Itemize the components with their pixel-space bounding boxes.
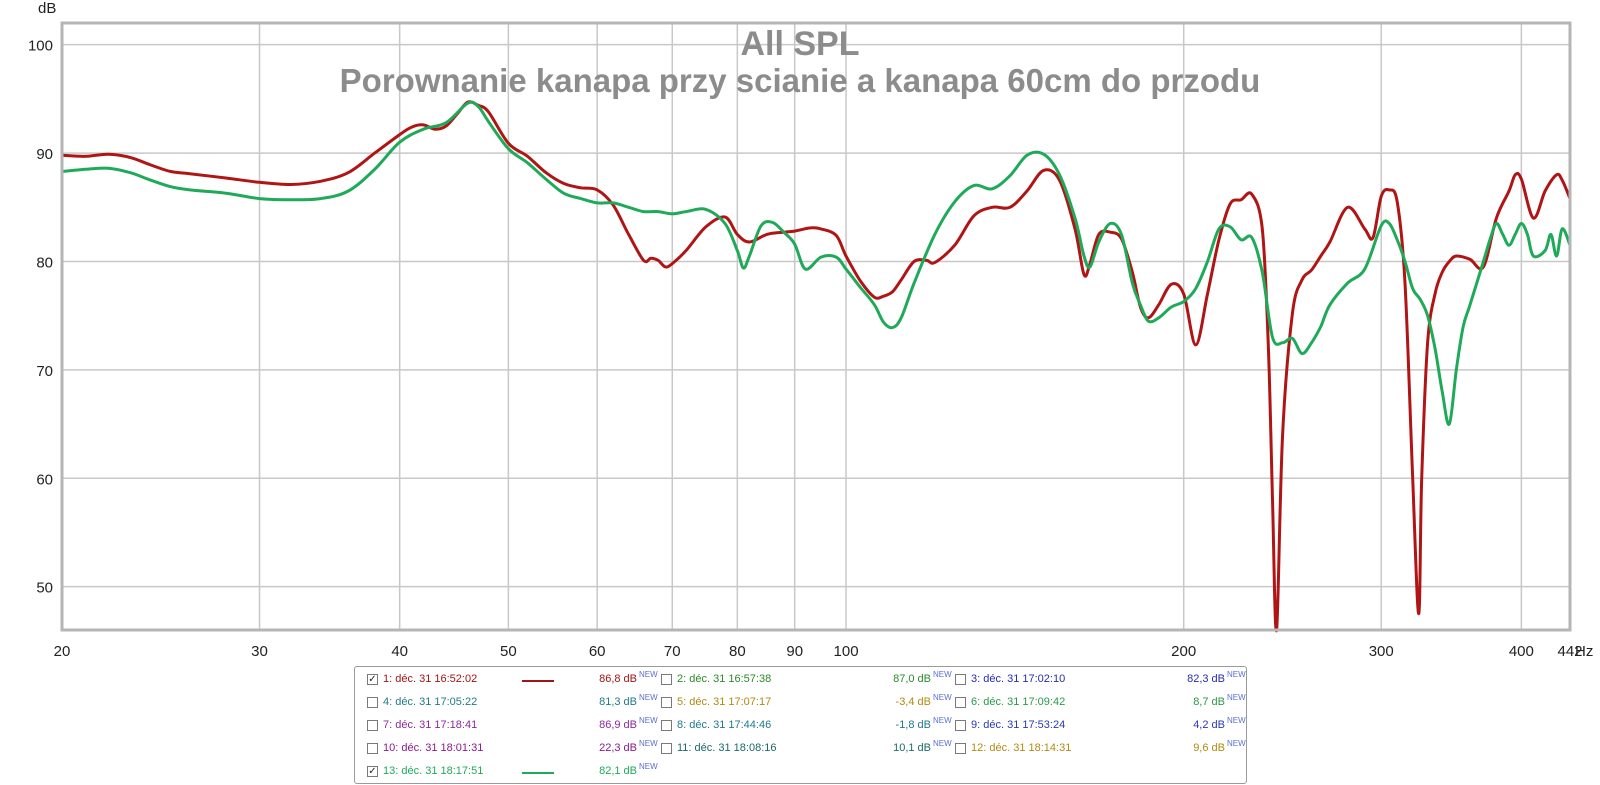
legend-checkbox[interactable]: ✓ bbox=[367, 674, 378, 685]
y-tick-label: 50 bbox=[36, 580, 53, 597]
legend-level: 86,8 dB bbox=[599, 673, 637, 685]
x-tick-label: 20 bbox=[54, 643, 71, 660]
legend-label: 4: déc. 31 17:05:22 bbox=[383, 696, 478, 708]
x-tick-label: 50 bbox=[500, 643, 517, 660]
legend-new-badge: NEW bbox=[639, 716, 658, 725]
x-tick-label: 60 bbox=[589, 643, 606, 660]
x-axis-unit: Hz bbox=[1575, 643, 1593, 660]
x-tick-label: 200 bbox=[1171, 643, 1196, 660]
legend-checkbox[interactable] bbox=[955, 674, 966, 685]
x-tick-label: 100 bbox=[834, 643, 859, 660]
legend-new-badge: NEW bbox=[933, 693, 952, 702]
legend-new-badge: NEW bbox=[639, 670, 658, 679]
legend-label: 11: déc. 31 18:08:16 bbox=[677, 742, 777, 754]
legend-entry: 12: déc. 31 18:14:31 9,6 dB NEW bbox=[955, 739, 1246, 761]
legend-swatch bbox=[522, 680, 554, 682]
series-line-2 bbox=[61, 100, 1572, 426]
legend-panel: ✓ 1: déc. 31 16:52:02 86,8 dB NEW 2: déc. 31… bbox=[354, 666, 1247, 784]
legend-new-badge: NEW bbox=[933, 739, 952, 748]
legend-checkbox[interactable] bbox=[367, 697, 378, 708]
legend-level: 87,0 dB bbox=[893, 673, 931, 685]
series-lines bbox=[61, 100, 1572, 633]
legend-new-badge: NEW bbox=[639, 693, 658, 702]
x-tick-label: 30 bbox=[251, 643, 268, 660]
legend-checkbox[interactable] bbox=[955, 697, 966, 708]
legend-level: -1,8 dB bbox=[895, 719, 931, 731]
legend-level: 4,2 dB bbox=[1193, 719, 1225, 731]
legend-checkbox[interactable] bbox=[955, 743, 966, 754]
legend-checkbox[interactable] bbox=[367, 743, 378, 754]
legend-level: 22,3 dB bbox=[599, 742, 637, 754]
legend-checkbox[interactable] bbox=[661, 720, 672, 731]
plot-frame bbox=[60, 21, 1572, 632]
x-tick-label: 80 bbox=[729, 643, 746, 660]
legend-label: 6: déc. 31 17:09:42 bbox=[971, 696, 1066, 708]
legend-label: 1: déc. 31 16:52:02 bbox=[383, 673, 478, 685]
series-line-1 bbox=[61, 100, 1572, 633]
legend-new-badge: NEW bbox=[1227, 670, 1246, 679]
y-tick-label: 90 bbox=[36, 146, 53, 163]
legend-level: 86,9 dB bbox=[599, 719, 637, 731]
legend-new-badge: NEW bbox=[933, 670, 952, 679]
legend-entry: ✓ 1: déc. 31 16:52:02 86,8 dB NEW bbox=[367, 670, 658, 692]
legend-entry: 5: déc. 31 17:07:17 -3,4 dB NEW bbox=[661, 693, 952, 715]
legend-new-badge: NEW bbox=[639, 739, 658, 748]
legend-new-badge: NEW bbox=[1227, 716, 1246, 725]
legend-label: 10: déc. 31 18:01:31 bbox=[383, 742, 484, 754]
legend-label: 12: déc. 31 18:14:31 bbox=[971, 742, 1072, 754]
legend-checkbox[interactable] bbox=[367, 720, 378, 731]
y-tick-label: 100 bbox=[28, 38, 53, 55]
legend-entry: 7: déc. 31 17:18:41 86,9 dB NEW bbox=[367, 716, 658, 738]
legend-label: 8: déc. 31 17:44:46 bbox=[677, 719, 772, 731]
legend-new-badge: NEW bbox=[639, 762, 658, 771]
legend-label: 3: déc. 31 17:02:10 bbox=[971, 673, 1066, 685]
legend-entry: 3: déc. 31 17:02:10 82,3 dB NEW bbox=[955, 670, 1246, 692]
legend-entry: 11: déc. 31 18:08:16 10,1 dB NEW bbox=[661, 739, 952, 761]
legend-label: 13: déc. 31 18:17:51 bbox=[383, 765, 484, 777]
grid bbox=[61, 23, 1571, 630]
chart-title: All SPL bbox=[740, 25, 859, 63]
legend-checkbox[interactable] bbox=[661, 697, 672, 708]
legend-entry: 4: déc. 31 17:05:22 81,3 dB NEW bbox=[367, 693, 658, 715]
legend-checkbox[interactable] bbox=[661, 743, 672, 754]
spl-chart: 20 30 40 50 60 70 80 90 100 200 300 400 442 50 60 70 80 9… bbox=[28, 0, 1593, 660]
legend-level: 9,6 dB bbox=[1193, 742, 1225, 754]
legend-entry: 6: déc. 31 17:09:42 8,7 dB NEW bbox=[955, 693, 1246, 715]
x-tick-label: 90 bbox=[786, 643, 803, 660]
y-tick-label: 80 bbox=[36, 254, 53, 271]
legend-checkbox[interactable]: ✓ bbox=[367, 766, 378, 777]
x-tick-label: 442 bbox=[1557, 643, 1582, 660]
legend-checkbox[interactable] bbox=[955, 720, 966, 731]
legend-new-badge: NEW bbox=[933, 716, 952, 725]
legend-new-badge: NEW bbox=[1227, 739, 1246, 748]
legend-label: 2: déc. 31 16:57:38 bbox=[677, 673, 772, 685]
legend-entry: ✓ 13: déc. 31 18:17:51 82,1 dB NEW bbox=[367, 762, 658, 784]
x-tick-label: 70 bbox=[664, 643, 681, 660]
legend-level: 82,3 dB bbox=[1187, 673, 1225, 685]
legend-entry: 9: déc. 31 17:53:24 4,2 dB NEW bbox=[955, 716, 1246, 738]
chart-subtitle: Porownanie kanapa przy scianie a kanapa … bbox=[340, 62, 1261, 99]
y-tick-label: 60 bbox=[36, 471, 53, 488]
x-tick-label: 40 bbox=[391, 643, 408, 660]
legend-level: 8,7 dB bbox=[1193, 696, 1225, 708]
legend-label: 7: déc. 31 17:18:41 bbox=[383, 719, 478, 731]
legend-level: 81,3 dB bbox=[599, 696, 637, 708]
legend-level: 10,1 dB bbox=[893, 742, 931, 754]
y-tick-label: 70 bbox=[36, 363, 53, 380]
legend-level: -3,4 dB bbox=[895, 696, 931, 708]
tick-labels: 20 30 40 50 60 70 80 90 100 200 300 400 442 50 60 70 80 9… bbox=[28, 38, 1583, 660]
legend-label: 9: déc. 31 17:53:24 bbox=[971, 719, 1066, 731]
x-tick-label: 300 bbox=[1369, 643, 1394, 660]
legend-entry: 2: déc. 31 16:57:38 87,0 dB NEW bbox=[661, 670, 952, 692]
legend-new-badge: NEW bbox=[1227, 693, 1246, 702]
legend-entry: 8: déc. 31 17:44:46 -1,8 dB NEW bbox=[661, 716, 952, 738]
x-tick-label: 400 bbox=[1509, 643, 1534, 660]
legend-checkbox[interactable] bbox=[661, 674, 672, 685]
legend-swatch bbox=[522, 772, 554, 774]
legend-level: 82,1 dB bbox=[599, 765, 637, 777]
y-axis-label: dB bbox=[38, 0, 56, 17]
legend-label: 5: déc. 31 17:07:17 bbox=[677, 696, 772, 708]
legend-entry: 10: déc. 31 18:01:31 22,3 dB NEW bbox=[367, 739, 658, 761]
